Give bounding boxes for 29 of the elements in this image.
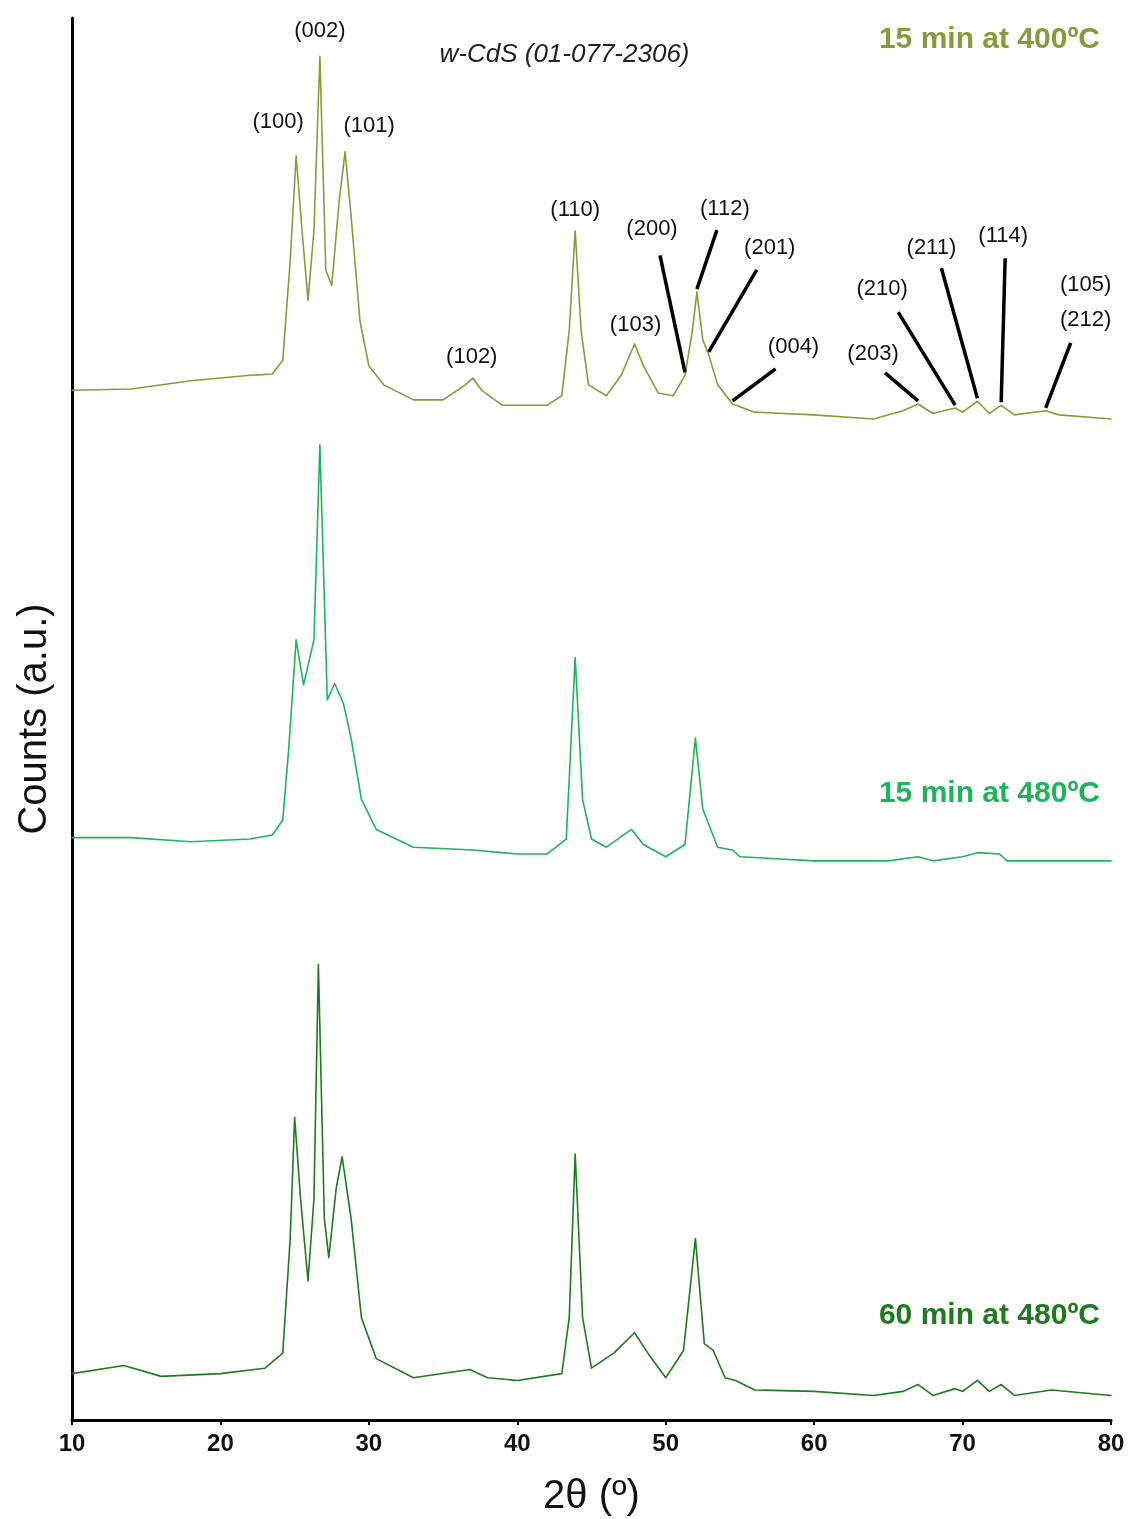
x-tick-label: 30	[355, 1428, 383, 1456]
annotation: (103)	[609, 311, 662, 337]
annotation: (101)	[343, 112, 395, 138]
annotation: (112)	[700, 194, 750, 220]
x-tick-label: 10	[58, 1428, 86, 1456]
annotation: (100)	[252, 108, 304, 134]
annotation: (210)	[856, 274, 908, 300]
series-label: 15 min at 480ºC	[878, 775, 1100, 809]
annotation: (002)	[294, 16, 346, 42]
annotation: (105) (212)	[1060, 270, 1112, 331]
annotation: (114)	[978, 221, 1029, 247]
x-tick-label: 80	[1097, 1428, 1125, 1456]
x-tick-label: 20	[207, 1428, 234, 1456]
annotation: (004)	[767, 333, 820, 359]
y-axis-title: Counts (a.u.)	[10, 603, 54, 835]
annotation: (102)	[446, 342, 498, 368]
x-axis-title: 2θ (º)	[543, 1472, 640, 1516]
x-tick-label: 60	[800, 1428, 828, 1456]
text: 60 min at 480ºC	[878, 1296, 1100, 1330]
annotation: (211)	[906, 233, 957, 259]
annotation: w-CdS (01-077-2306)	[439, 38, 690, 68]
annotation: (203)	[847, 340, 899, 366]
text: 15 min at 400ºC	[878, 21, 1100, 55]
annotation: (201)	[744, 234, 796, 260]
x-tick-label: 40	[503, 1428, 531, 1456]
x-tick-label: 50	[652, 1428, 680, 1456]
x-tick-label: 70	[949, 1428, 976, 1456]
annotation: (110)	[550, 196, 601, 222]
annotation: (200)	[626, 214, 678, 240]
